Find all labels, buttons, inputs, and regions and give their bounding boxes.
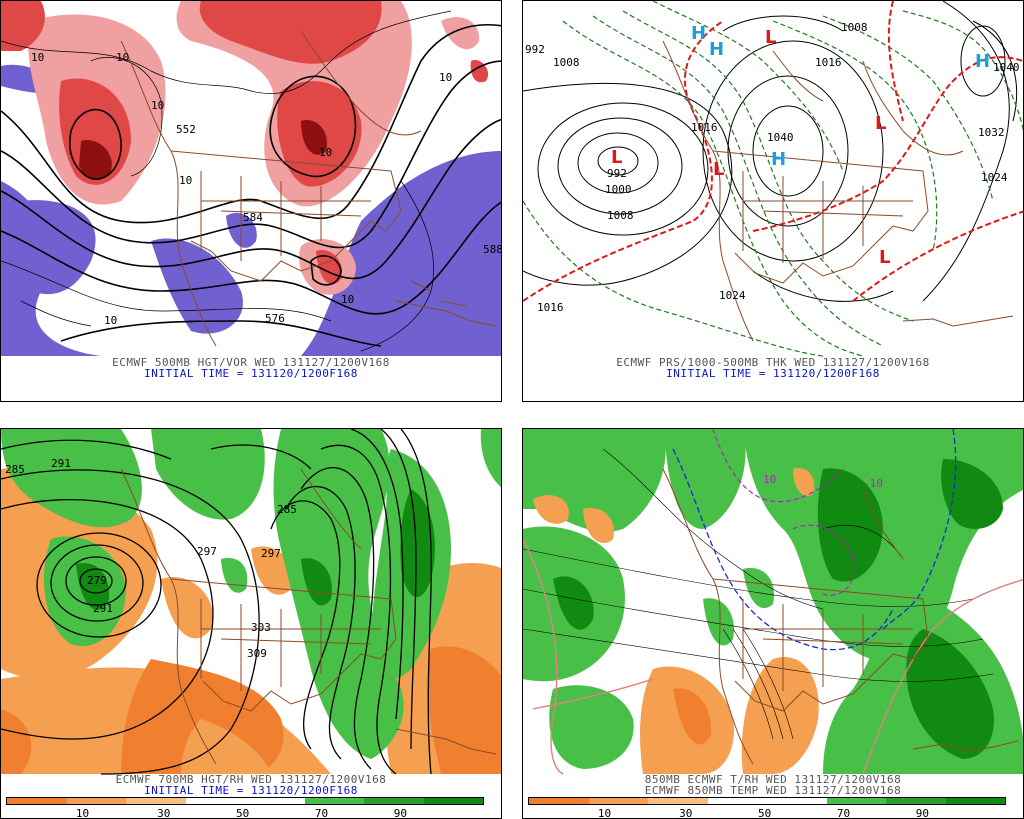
contour-label: 291 — [51, 457, 71, 470]
isobar-label: 1000 — [605, 183, 632, 196]
rh-colorbar — [528, 797, 1006, 805]
isobar-label: 1024 — [719, 289, 746, 302]
isotherm-label: -10 — [863, 477, 883, 490]
contour-label: 303 — [251, 621, 271, 634]
panel-2-initial-time: INITIAL TIME = 131120/1200F168 — [666, 367, 880, 380]
panel-4-labels: 10 -10 — [763, 473, 883, 490]
isobar-label: 1040 — [767, 131, 794, 144]
high-pressure-marker: H — [691, 23, 707, 44]
panel-2-caption: ECMWF PRS/1000-500MB THK WED 131127/1200… — [616, 356, 930, 369]
isobar-label: 1008 — [607, 209, 634, 222]
contour-label: 10 — [31, 51, 44, 64]
contour-label: 588 — [483, 243, 502, 256]
high-pressure-marker: H — [709, 39, 725, 60]
contour-label: 10 — [439, 71, 452, 84]
contour-label: 10 — [341, 293, 354, 306]
contour-label: 285 — [277, 503, 297, 516]
isobar-label: 1008 — [553, 56, 580, 69]
colorbar-tick: 10 — [597, 807, 612, 819]
low-pressure-marker: L — [875, 113, 887, 134]
contour-label: 297 — [261, 547, 281, 560]
pressure-thickness-map — [523, 1, 1023, 357]
colorbar-tick: 10 — [75, 807, 90, 819]
panel-850mb-t-rh: 10 -10 850MB ECMWF T/RH WED 131127/1200V… — [522, 428, 1024, 819]
isobar-label: 992 — [607, 167, 627, 180]
panel-1-contour-labels: 552 584 576 588 10 10 10 10 10 10 10 10 — [31, 51, 502, 327]
contour-label: 10 — [151, 99, 164, 112]
colorbar-tick: 30 — [157, 807, 171, 819]
rh-colorbar — [6, 797, 484, 805]
contour-label: 279 — [87, 574, 107, 587]
contour-label: 285 — [5, 463, 25, 476]
isobar-label: 992 — [525, 43, 545, 56]
panel-1-initial-time: INITIAL TIME = 131120/1200F168 — [144, 367, 358, 380]
contour-label: 10 — [179, 174, 192, 187]
colorbar-tick: 50 — [757, 807, 772, 819]
isobar-label: 1016 — [537, 301, 564, 314]
t-rh-850mb-map — [523, 429, 1023, 775]
isobar-label: 1032 — [978, 126, 1005, 139]
high-pressure-marker: H — [975, 51, 991, 72]
high-pressure-marker: H — [771, 149, 787, 170]
panel-4-caption: 850MB ECMWF T/RH WED 131127/1200V168 — [644, 773, 902, 786]
colorbar-tick: 50 — [235, 807, 250, 819]
contour-label: 552 — [176, 123, 196, 136]
contour-label: 10 — [104, 314, 117, 327]
panel-3-initial-time: INITIAL TIME = 131120/1200F168 — [144, 784, 358, 797]
colorbar-tick: 70 — [314, 807, 329, 819]
panel-2-labels: 992 1000 1008 1016 1024 1032 1040 1008 1… — [525, 21, 1020, 314]
isotherm-label: 10 — [763, 473, 776, 486]
panel-4-subcaption: ECMWF 850MB TEMP WED 131127/1200V168 — [644, 784, 902, 797]
isobar-label: 1024 — [981, 171, 1008, 184]
contour-label: 576 — [265, 312, 285, 325]
low-pressure-marker: L — [713, 159, 725, 180]
isobar-label: 1008 — [841, 21, 868, 34]
rh-700mb-map — [1, 429, 501, 775]
panel-3-caption: ECMWF 700MB HGT/RH WED 131127/1200V168 — [115, 773, 387, 786]
isobar-label: 1040 — [993, 61, 1020, 74]
contour-label: 309 — [247, 647, 267, 660]
colorbar-tick: 70 — [836, 807, 851, 819]
colorbar-tick: 90 — [393, 807, 407, 819]
panel-500mb-hgt-vor: ECMWF 500MB HGT/VOR WED 131127/1200V168 … — [0, 0, 502, 402]
panel-3-labels: 291 285 279 297 303 309 291 297 285 — [5, 457, 297, 660]
low-pressure-marker: L — [765, 27, 777, 48]
contour-label: 10 — [116, 51, 129, 64]
contour-label: 297 — [197, 545, 217, 558]
colorbar-tick: 30 — [679, 807, 693, 819]
contour-label: 584 — [243, 211, 263, 224]
vorticity-map — [1, 1, 501, 356]
colorbar-tick: 90 — [915, 807, 929, 819]
isobar-label: 1016 — [691, 121, 718, 134]
panel-prs-thk: 992 1000 1008 1016 1024 1032 1040 1008 1… — [522, 0, 1024, 402]
panel-1-caption: ECMWF 500MB HGT/VOR WED 131127/1200V168 — [112, 356, 390, 369]
low-pressure-marker: L — [611, 147, 623, 168]
low-pressure-marker: L — [879, 247, 891, 268]
contour-label: 291 — [93, 602, 113, 615]
contour-label: 10 — [319, 146, 332, 159]
isobar-label: 1016 — [815, 56, 842, 69]
panel-700mb-hgt-rh: 291 285 279 297 303 309 291 297 285 ECMW… — [0, 428, 502, 819]
